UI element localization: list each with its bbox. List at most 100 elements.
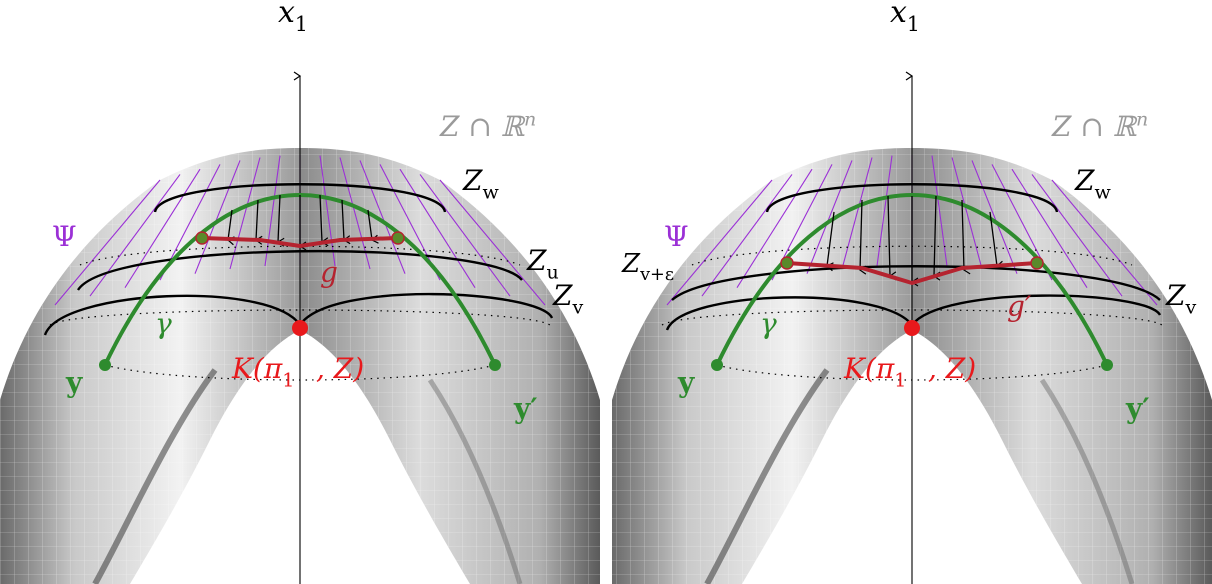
label-gamma-main: γ	[760, 307, 777, 340]
label-z-bot: Zv	[552, 279, 583, 318]
label-z-mid-sub: v+ε	[639, 265, 674, 285]
label-z-top: Zw	[462, 164, 499, 203]
label-space-main: Z ∩ ℝ	[1051, 110, 1138, 143]
label-point-y: y	[65, 366, 83, 399]
label-z-mid-sub: u	[546, 261, 558, 283]
psi-flow-line	[399, 168, 476, 288]
label-point-y-prime-main: y′	[513, 392, 538, 425]
label-path-g-main: g	[320, 256, 338, 289]
label-z-bot-sub: v	[1184, 296, 1196, 318]
point-center	[292, 320, 308, 336]
psi-flow-line	[806, 160, 853, 274]
label-center-tail: , Z)	[316, 352, 364, 385]
label-path-g-main: g′	[1007, 290, 1032, 323]
label-psi-main: Ψ	[52, 220, 77, 253]
flow-arrow	[341, 199, 351, 245]
point-g-end	[1030, 256, 1044, 270]
label-center-main: K(π	[231, 352, 283, 385]
label-z-mid-main: Z	[621, 249, 641, 279]
point-g-start	[195, 231, 209, 245]
psi-flow-line	[666, 179, 773, 306]
psi-flow-line	[439, 179, 546, 306]
gamma-curve	[715, 192, 1109, 366]
label-center: K(π1	[231, 352, 294, 391]
surface-shadow-right	[1039, 378, 1135, 584]
surface-mesh-left	[0, 148, 300, 584]
psi-flow-line	[89, 174, 181, 297]
point-y-prime	[489, 359, 501, 371]
axis-label-x1: x1	[890, 0, 920, 36]
point-y	[99, 359, 111, 371]
psi-flow-line	[1011, 168, 1088, 288]
label-z-top: Zw	[1074, 164, 1111, 203]
psi-flow-line	[971, 160, 1018, 274]
surface-shadow-left	[92, 368, 218, 584]
label-z-top-sub: w	[1094, 181, 1111, 203]
psi-flow-line	[264, 155, 281, 267]
psi-flow-line	[124, 168, 201, 288]
axis-label-x1-sub: 1	[295, 12, 308, 36]
psi-flow-line	[701, 174, 793, 297]
label-z-top-sub: w	[482, 181, 499, 203]
psi-flow-line	[1031, 174, 1123, 297]
axis-label-x1-main: x	[890, 0, 907, 30]
label-space-sup: n	[1136, 108, 1148, 130]
flow-arrow	[276, 194, 285, 247]
flow-arrow	[226, 209, 235, 246]
label-center-tail: , Z)	[928, 352, 976, 385]
path-g	[786, 261, 1038, 285]
label-gamma: γ	[155, 307, 172, 340]
psi-flow-line	[951, 157, 983, 270]
psi-flow-line	[319, 155, 336, 267]
label-point-y-prime-main: y′	[1125, 392, 1150, 425]
label-point-y-prime: y′	[1125, 392, 1150, 425]
label-z-bot-sub: v	[571, 296, 583, 318]
label-psi: Ψ	[52, 220, 77, 253]
axis-label-x1-sub: 1	[907, 12, 920, 36]
surface-mesh-left	[612, 148, 912, 584]
flow-arrow	[887, 195, 897, 281]
label-center-main: K(π	[843, 352, 895, 385]
label-psi-main: Ψ	[664, 220, 689, 253]
label-z-bot-main: Z	[1165, 279, 1186, 312]
point-y	[711, 359, 723, 371]
surface-shadow-right	[427, 378, 523, 584]
point-center	[904, 320, 920, 336]
flow-arrow	[932, 195, 941, 281]
axis-label-x1: x1	[278, 0, 308, 36]
label-center-sub: 1	[894, 369, 906, 391]
level-curve-middle	[671, 265, 1161, 301]
label-z-mid: Zv+ε	[621, 249, 674, 285]
label-z-bot: Zv	[1165, 279, 1196, 318]
flow-arrow	[961, 199, 971, 275]
psi-flow-line	[841, 157, 873, 270]
label-gamma: γ	[760, 307, 777, 340]
flow-arrow	[319, 194, 329, 247]
label-space: Z ∩ ℝn	[1051, 108, 1148, 143]
flow-arrow	[367, 209, 379, 244]
axis-label-x1-main: x	[278, 0, 295, 30]
label-center: K(π1	[843, 352, 906, 391]
path-g	[201, 236, 399, 248]
label-point-y-main: y	[677, 366, 695, 399]
psi-flow-line	[229, 157, 261, 270]
psi-flow-line	[359, 160, 406, 274]
psi-flow-line	[1051, 179, 1158, 306]
label-path-g: g	[320, 256, 338, 289]
surface-mesh-right	[912, 148, 1212, 584]
flow-arrow	[858, 199, 867, 275]
point-g-start	[780, 256, 794, 270]
point-g-end	[391, 231, 405, 245]
surface-shadow-left	[704, 368, 830, 584]
flow-arrow	[989, 211, 1004, 270]
label-point-y: y	[677, 366, 695, 399]
psi-flow-line	[736, 168, 813, 288]
label-space-sup: n	[524, 108, 536, 130]
label-z-mid-main: Z	[526, 244, 547, 277]
label-gamma-main: γ	[155, 307, 172, 340]
label-z-bot-main: Z	[552, 279, 573, 312]
label-point-y-prime: y′	[513, 392, 538, 425]
psi-flow-line	[339, 157, 371, 270]
